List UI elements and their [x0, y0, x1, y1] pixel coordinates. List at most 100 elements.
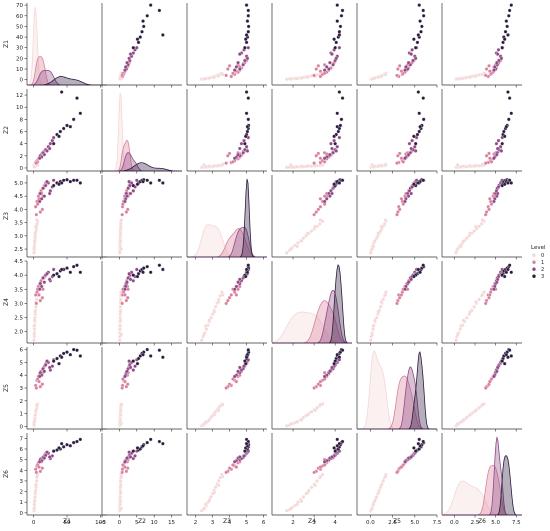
scatter-point [411, 58, 415, 63]
scatter-point [61, 126, 66, 131]
scatter-point [246, 29, 251, 34]
scatter-point [507, 96, 512, 100]
scatter-point [227, 382, 232, 387]
scatter-point [123, 68, 127, 72]
scatter-point [244, 33, 249, 37]
x-tick-label: 0.0 [450, 520, 459, 526]
scatter-point [334, 40, 339, 45]
scatter-point [33, 204, 38, 209]
scatter-point [399, 293, 404, 297]
scatter-point [157, 8, 162, 13]
scatter-point [157, 348, 162, 353]
scatter-point [133, 454, 137, 458]
scatter-point [124, 298, 129, 303]
y-tick-label: 0 [20, 166, 24, 172]
scatter-point [318, 156, 323, 161]
scatter-point [502, 134, 507, 139]
scatter-point [213, 304, 218, 309]
scatter-point [507, 178, 512, 183]
scatter-point [245, 124, 250, 129]
kde-level-3 [187, 178, 267, 258]
y-tick-label: 4 [20, 373, 24, 379]
y-tick-label: 4.0 [14, 207, 23, 213]
scatter-point [123, 459, 127, 464]
scatter-point [134, 267, 139, 272]
scatter-point [284, 250, 289, 255]
scatter-point [39, 284, 44, 289]
kde-level-3 [442, 455, 522, 516]
scatter-point [487, 69, 492, 74]
y-tick-label: 4 [20, 142, 24, 148]
scatter-point [141, 19, 145, 23]
scatter-point [141, 24, 146, 29]
scatter-point [35, 474, 39, 479]
scatter-point [464, 236, 469, 241]
scatter-point [468, 163, 472, 168]
scatter-point [43, 363, 48, 367]
scatter-point [127, 271, 131, 276]
scatter-point [483, 161, 488, 165]
scatter-point [243, 141, 247, 146]
scatter-point [328, 369, 332, 374]
scatter-point [299, 499, 304, 504]
scatter-point [332, 134, 336, 139]
scatter-point [416, 267, 421, 272]
scatter-point [383, 72, 388, 77]
scatter-point [376, 490, 381, 495]
scatter-point [47, 455, 52, 459]
x-tick-label: −5 [98, 520, 107, 526]
x-tick-label: 3 [312, 520, 316, 526]
scatter-point [123, 65, 128, 69]
scatter-point [301, 236, 306, 241]
scatter-point [412, 144, 417, 149]
scatter-point [38, 384, 43, 389]
scatter-point [78, 181, 83, 185]
scatter-point [399, 196, 404, 201]
scatter-point [492, 199, 496, 204]
scatter-point [383, 162, 388, 167]
scatter-point [340, 96, 345, 100]
scatter-point [316, 207, 321, 212]
scatter-point [296, 241, 300, 245]
scatter-point [328, 60, 332, 65]
scatter-point [37, 199, 42, 204]
scatter-point [33, 224, 38, 229]
scatter-point [231, 160, 235, 164]
scatter-point [480, 293, 485, 297]
scatter-point [494, 60, 499, 65]
scatter-point [141, 352, 145, 357]
scatter-point [416, 441, 421, 446]
y-tick-label: 5.0 [14, 181, 23, 187]
scatter-point [322, 459, 327, 464]
scatter-point [224, 161, 228, 165]
y-tick-label: 6 [20, 130, 24, 136]
scatter-point [65, 442, 69, 447]
panel-Z3-vs-Z6 [441, 175, 522, 260]
scatter-point [459, 420, 463, 424]
scatter-point [244, 441, 249, 446]
scatter-point [141, 266, 146, 270]
x-tick-label: 2 [291, 520, 295, 526]
scatter-point [289, 163, 293, 167]
scatter-point [234, 465, 239, 469]
scatter-point [224, 73, 228, 78]
scatter-point [68, 352, 73, 357]
scatter-point [71, 117, 76, 122]
scatter-point [501, 40, 505, 45]
scatter-point [42, 456, 47, 460]
scatter-point [59, 90, 64, 94]
scatter-point [32, 327, 37, 331]
scatter-point [203, 420, 208, 424]
x-tick-label: 6 [262, 520, 266, 526]
scatter-point [239, 368, 244, 372]
scatter-point [383, 293, 388, 297]
scatter-point [372, 239, 377, 243]
scatter-point [157, 439, 162, 444]
scatter-point [315, 406, 319, 410]
scatter-point [397, 207, 402, 212]
scatter-point [312, 73, 316, 78]
scatter-point [220, 402, 225, 407]
scatter-point [330, 365, 334, 370]
scatter-point [236, 369, 240, 374]
scatter-point [406, 280, 411, 285]
